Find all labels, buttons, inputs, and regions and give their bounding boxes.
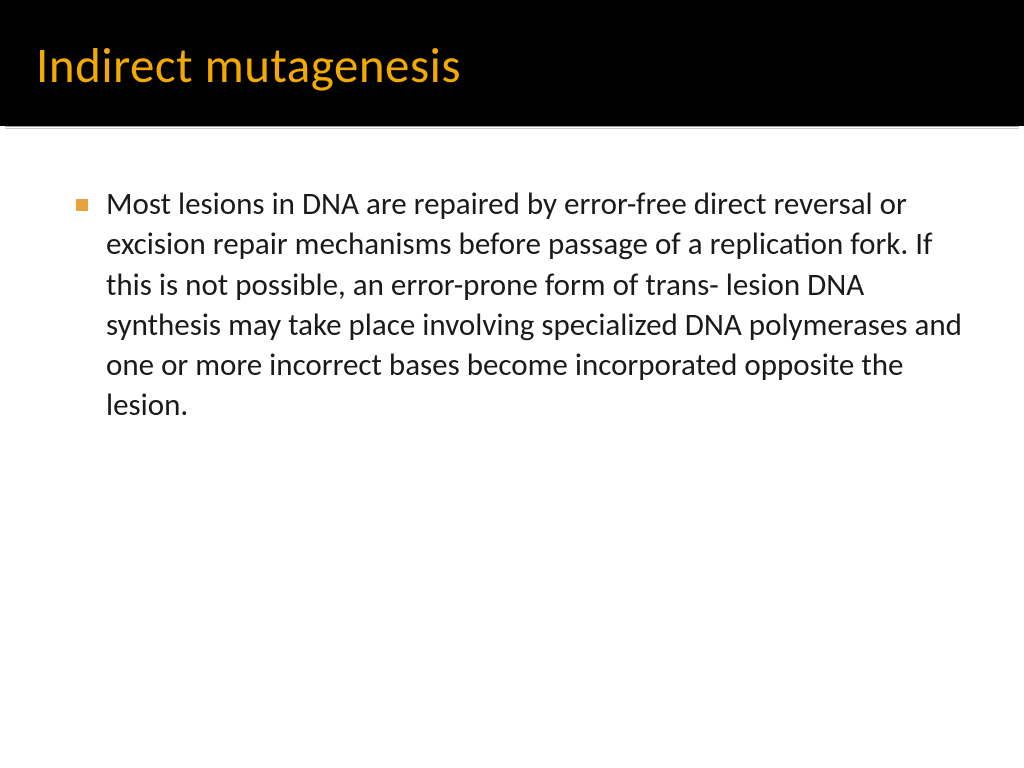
bullet-item: Most lesions in DNA are repaired by erro…: [76, 184, 964, 426]
title-bar: Indirect mutagenesis: [0, 0, 1024, 126]
slide-title: Indirect mutagenesis: [36, 36, 988, 96]
slide-body: Most lesions in DNA are repaired by erro…: [0, 129, 1024, 768]
bullet-marker-icon: [76, 199, 88, 211]
bullet-text: Most lesions in DNA are repaired by erro…: [106, 184, 964, 426]
slide: Indirect mutagenesis Most lesions in DNA…: [0, 0, 1024, 768]
